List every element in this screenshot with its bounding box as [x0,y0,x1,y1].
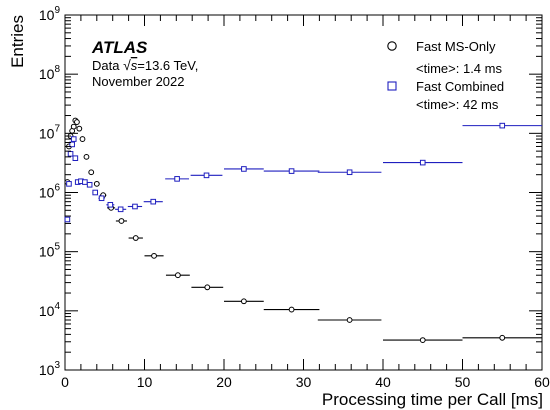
y-tick-label: 108 [39,64,61,82]
data-point [151,252,157,259]
data-point [66,181,72,187]
annotation-line-1: Data √s=13.6 TeV, [92,57,198,73]
y-tick-label: 109 [39,5,61,23]
data-point [107,201,114,208]
data-point [132,235,139,241]
x-axis-label: Processing time per Call [ms] [322,390,543,409]
y-tick-exponent: 9 [54,5,60,16]
x-tick-label: 40 [375,374,391,390]
y-tick-base: 10 [39,244,55,260]
data-point [72,155,79,161]
data-point [64,216,71,223]
data-point [93,180,100,187]
data-point [240,298,247,305]
y-tick-label: 107 [39,123,61,141]
y-tick-base: 10 [39,7,55,23]
series-fast-combined [64,122,542,223]
y-axis-label: Entries [8,15,27,68]
annotation-line-1-suffix: =13.6 TeV, [137,58,198,73]
legend-marker-circle [387,41,397,51]
y-tick-label: 104 [39,301,61,319]
series-layer [64,117,542,344]
y-tick-exponent: 8 [54,64,60,75]
data-point [150,198,157,205]
data-point [70,123,77,130]
y-tick-label: 103 [39,360,61,378]
data-point [204,284,211,291]
x-tick-label: 0 [61,374,69,390]
data-point [69,141,75,148]
legend: Fast MS-Only <time>: 1.4 ms Fast Combine… [387,39,504,112]
legend-note-fast-combined: <time>: 42 ms [416,97,499,112]
atlas-annotation: ATLAS Data √s=13.6 TeV, November 2022 [91,38,198,89]
data-point [83,153,90,160]
data-point [76,125,83,132]
legend-entry-fast-combined: Fast Combined <time>: 42 ms [387,79,504,112]
x-tick-label: 30 [296,374,312,390]
data-point [499,122,506,129]
y-tick-base: 10 [39,362,55,378]
data-point [419,159,426,166]
data-point [86,181,93,188]
annotation-line-2: November 2022 [92,74,185,89]
experiment-label: ATLAS [91,38,148,57]
y-tick-base: 10 [39,303,55,319]
legend-label-fast-ms-only: Fast MS-Only [416,39,496,54]
data-point [499,334,506,341]
y-tick-label: 105 [39,242,61,260]
data-point [88,169,95,176]
x-tick-label: 10 [137,374,153,390]
data-point [174,272,181,279]
legend-note-fast-ms-only: <time>: 1.4 ms [416,61,502,76]
data-point [346,317,353,323]
data-point [174,176,180,182]
x-tick-label: 50 [455,374,471,390]
y-tick-base: 10 [39,185,55,201]
y-tick-base: 10 [39,66,55,82]
y-tick-exponent: 6 [54,183,60,194]
x-tick-label: 60 [534,374,550,390]
legend-marker-square [387,81,397,91]
data-point [117,206,124,213]
y-tick-label: 106 [39,183,61,201]
data-point [288,168,295,174]
data-point [79,136,86,142]
data-point [92,189,99,196]
data-point [288,306,295,313]
y-tick-exponent: 5 [54,242,60,253]
sqrt-variable: s [131,58,138,73]
data-point [132,203,138,210]
data-point [70,136,77,142]
data-point [118,218,125,224]
data-point [98,195,105,202]
data-point [67,151,74,157]
data-point [241,166,247,172]
data-point [419,337,426,344]
data-point [74,119,80,125]
data-point [82,179,88,185]
y-tick-exponent: 7 [54,123,60,134]
data-point [203,172,210,179]
data-point [346,169,353,176]
sqrt-sign: √ [123,57,131,73]
y-tick-base: 10 [39,125,55,141]
legend-label-fast-combined: Fast Combined [416,79,504,94]
x-tick-label: 20 [216,374,232,390]
y-tick-exponent: 4 [54,301,60,312]
legend-entry-fast-ms-only: Fast MS-Only <time>: 1.4 ms [387,39,502,76]
series-fast-ms-only [64,117,542,344]
annotation-line-1-prefix: Data [92,58,123,73]
y-tick-exponent: 3 [54,360,60,371]
